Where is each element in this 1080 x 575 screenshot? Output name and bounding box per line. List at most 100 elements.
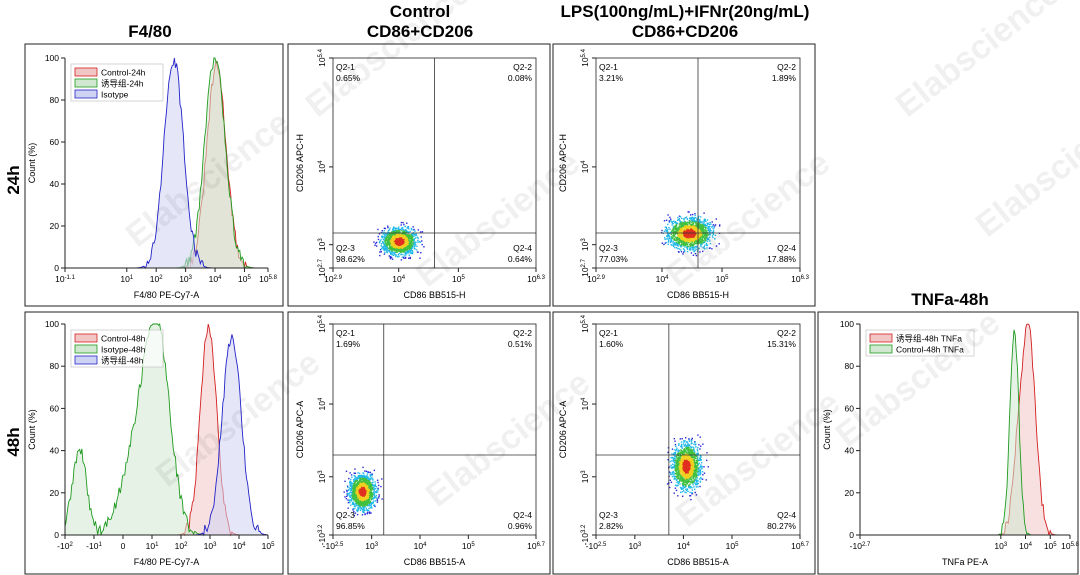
y-tick-label: 102.7	[317, 258, 327, 276]
dot	[678, 225, 680, 228]
dot	[420, 236, 422, 238]
dot	[366, 503, 369, 506]
dot	[353, 483, 356, 485]
dot	[406, 222, 408, 224]
quadrant-q3-pct: 96.85%	[336, 521, 365, 531]
dot	[360, 503, 363, 505]
dot	[681, 225, 683, 227]
x-tick-label: 102	[175, 541, 188, 551]
dot	[681, 229, 683, 231]
dot	[669, 241, 672, 244]
dot	[356, 504, 358, 507]
dot	[350, 474, 353, 476]
y-tick-label-exp: 3	[581, 238, 587, 242]
dot	[408, 244, 410, 246]
dot	[374, 500, 377, 502]
dot	[416, 236, 419, 238]
dot	[712, 227, 714, 229]
dot	[694, 253, 697, 255]
dot	[680, 251, 683, 253]
x-tick-label: 103	[365, 541, 378, 551]
dot	[706, 235, 708, 237]
dot	[367, 491, 369, 493]
dot	[404, 245, 406, 247]
dot	[412, 243, 415, 246]
dot	[402, 237, 405, 240]
dot	[708, 247, 711, 249]
dot	[694, 227, 696, 229]
dot	[402, 221, 404, 224]
dot	[684, 238, 686, 240]
dot	[719, 224, 721, 226]
dot	[348, 477, 350, 480]
dot	[363, 509, 365, 511]
dot	[377, 497, 380, 499]
dot	[691, 225, 693, 227]
dot	[394, 229, 396, 232]
dot	[350, 496, 352, 498]
dot	[357, 508, 360, 510]
dot	[694, 222, 697, 224]
dot	[389, 227, 391, 229]
dot	[684, 224, 686, 226]
dot	[377, 487, 379, 490]
dot	[404, 243, 407, 246]
quadrant-q1-name: Q2-1	[336, 62, 355, 72]
quadrant-q1-name: Q2-1	[599, 62, 618, 72]
quadrant-q3-pct: 98.62%	[336, 254, 365, 264]
dot	[680, 231, 682, 234]
dot	[698, 238, 700, 241]
panel-frame	[552, 311, 816, 575]
y-tick-label-base: -10	[317, 533, 327, 546]
y-tick-label: 104	[580, 160, 590, 173]
dot	[687, 211, 689, 213]
dot	[366, 496, 368, 498]
dot	[365, 488, 368, 491]
dot	[678, 223, 680, 225]
dot	[354, 503, 357, 505]
x-tick-label: 102.9	[324, 274, 342, 284]
dot	[351, 476, 353, 478]
dot	[375, 491, 377, 494]
dot	[350, 490, 352, 492]
dot	[365, 498, 367, 501]
dot	[362, 495, 364, 497]
dot	[398, 247, 400, 249]
dot	[369, 505, 371, 507]
dot	[688, 241, 690, 243]
dot	[371, 474, 373, 477]
dot	[671, 230, 673, 232]
dot	[683, 239, 686, 241]
dot	[701, 229, 703, 231]
dot	[385, 248, 387, 251]
dot	[680, 473, 682, 475]
x-tick-label-exp: 5	[471, 542, 475, 548]
dot	[391, 254, 393, 256]
dot	[698, 222, 701, 224]
dot	[353, 493, 355, 495]
y-tick-label-base: 10	[580, 241, 590, 251]
dot	[358, 484, 361, 486]
x-tick-label: 106.3	[791, 274, 809, 284]
dot	[394, 234, 396, 236]
dot	[355, 505, 357, 507]
dot	[384, 241, 386, 243]
dot	[679, 225, 681, 228]
dot	[400, 242, 402, 245]
dot	[397, 248, 399, 250]
dot	[703, 223, 705, 226]
dot	[351, 495, 354, 497]
dot	[370, 504, 372, 507]
dot	[398, 252, 400, 255]
dot	[369, 485, 372, 487]
dot	[355, 502, 358, 504]
dot	[410, 234, 412, 237]
dot	[685, 239, 688, 241]
dot	[366, 472, 369, 474]
dot	[667, 243, 669, 245]
dot	[677, 239, 679, 241]
dot	[359, 481, 361, 483]
dot	[661, 229, 663, 232]
dot	[349, 491, 351, 494]
